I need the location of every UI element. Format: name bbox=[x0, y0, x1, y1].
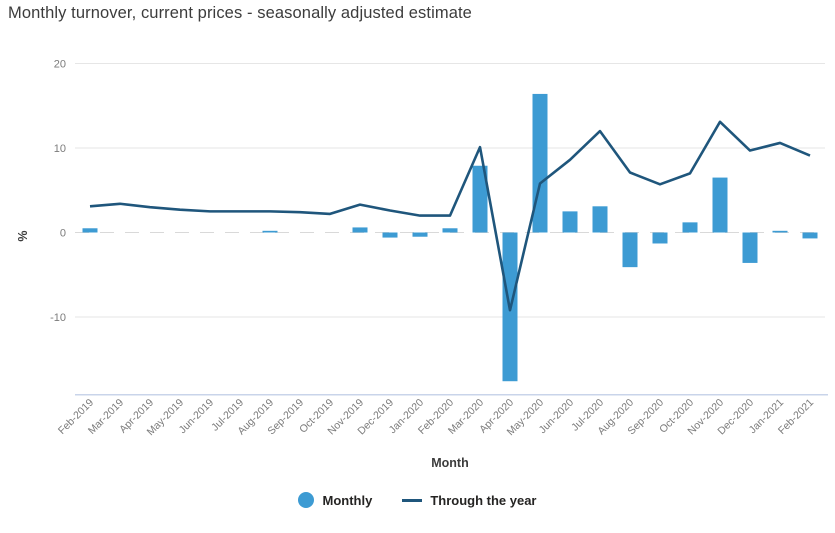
y-tick-label: 0 bbox=[60, 228, 66, 240]
legend-label-through-the-year: Through the year bbox=[430, 492, 537, 508]
bar-monthly[interactable] bbox=[652, 232, 668, 244]
x-axis-ticks: Feb-2019Mar-2019Apr-2019May-2019Jun-2019… bbox=[56, 397, 816, 439]
bar-monthly[interactable] bbox=[712, 177, 728, 233]
bar-monthly[interactable] bbox=[682, 222, 698, 233]
y-tick-label: 20 bbox=[54, 59, 66, 71]
bar-monthly[interactable] bbox=[382, 232, 398, 238]
bar-monthly[interactable] bbox=[532, 93, 548, 233]
bar-monthly[interactable] bbox=[412, 232, 428, 237]
y-tick-label: -10 bbox=[50, 312, 66, 324]
bar-series-monthly bbox=[82, 93, 818, 382]
chart-title: Monthly turnover, current prices - seaso… bbox=[8, 4, 472, 22]
bar-monthly[interactable] bbox=[352, 227, 368, 233]
line-series-through-the-year bbox=[89, 120, 811, 312]
line-through-the-year[interactable] bbox=[89, 120, 811, 312]
legend-item-monthly[interactable]: Monthly bbox=[298, 492, 372, 508]
bar-monthly[interactable] bbox=[742, 232, 758, 263]
legend: Monthly Through the year bbox=[0, 492, 835, 508]
bar-monthly[interactable] bbox=[802, 232, 818, 239]
legend-label-monthly: Monthly bbox=[322, 492, 373, 508]
x-axis-title: Month bbox=[431, 456, 468, 470]
bar-monthly[interactable] bbox=[772, 230, 788, 233]
bar-monthly[interactable] bbox=[562, 211, 578, 233]
monthly-swatch-icon bbox=[298, 492, 315, 508]
plot-svg: 20 10 0 -10 Feb-2019Mar-2019Apr-2019May-201… bbox=[16, 59, 828, 470]
bar-monthly[interactable] bbox=[82, 228, 98, 233]
y-axis-title: % bbox=[16, 230, 30, 241]
bar-monthly[interactable] bbox=[472, 165, 488, 233]
bar-monthly[interactable] bbox=[592, 206, 608, 233]
y-axis-ticks: 20 10 0 -10 bbox=[50, 59, 66, 325]
bar-monthly[interactable] bbox=[622, 232, 638, 268]
bar-monthly[interactable] bbox=[442, 228, 458, 233]
legend-item-through-the-year[interactable]: Through the year bbox=[402, 492, 537, 508]
y-tick-label: 10 bbox=[54, 143, 66, 155]
line-swatch-icon bbox=[402, 498, 423, 502]
bar-monthly[interactable] bbox=[262, 230, 278, 233]
